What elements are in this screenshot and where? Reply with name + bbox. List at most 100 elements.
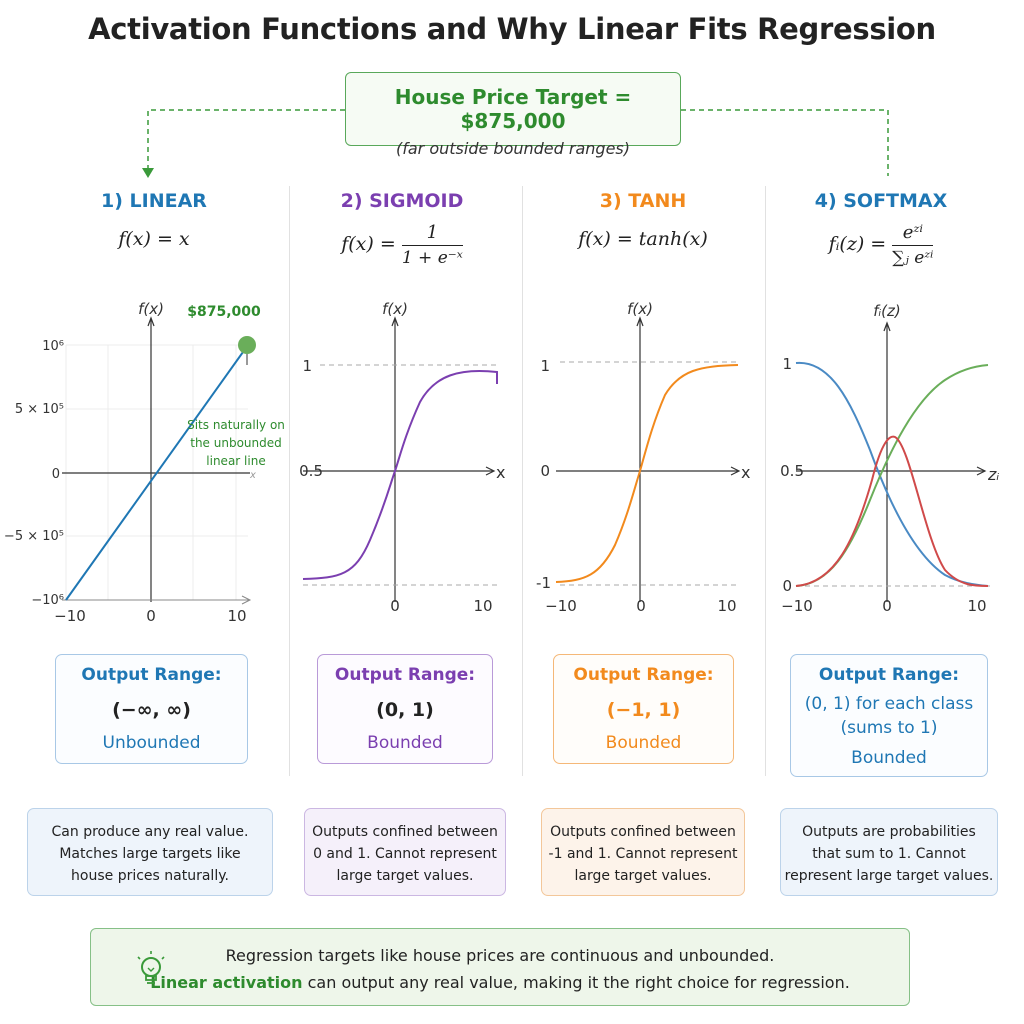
- linear-y-tick: 10⁶: [42, 339, 64, 354]
- description-line: large target values.: [336, 868, 474, 884]
- description-line: -1 and 1. Cannot represent: [548, 846, 738, 862]
- range-value: (sums to 1): [840, 718, 938, 738]
- linear-heading: 1) LINEAR: [101, 190, 207, 212]
- softmax-formula-fraction: eᶻⁱ ∑ⱼ eᶻⁱ: [892, 222, 934, 268]
- linear-annotation: Sits naturally on: [187, 418, 285, 432]
- house-price-target-box: House Price Target = $875,000 (far outsi…: [345, 72, 681, 158]
- description-line: Outputs confined between: [312, 824, 498, 840]
- softmax-y-tick: 0: [782, 577, 792, 595]
- range-label: Output Range:: [334, 665, 476, 685]
- sigmoid-x-label: x: [496, 463, 505, 482]
- linear-description-box: Can produce any real value. Matches larg…: [27, 808, 273, 896]
- summary-line-1: Regression targets like house prices are…: [225, 946, 775, 965]
- linear-range-box: Output Range: (−∞, ∞) Unbounded: [55, 654, 248, 764]
- sigmoid-formula: f(x) = 1 1 + e⁻ˣ: [277, 222, 527, 268]
- tanh-formula: f(x) = tanh(x): [578, 228, 708, 250]
- tanh-plot: f(x) x 1 0 -1 −10 0 10: [536, 300, 750, 615]
- sigmoid-y-tick: 1: [302, 357, 312, 375]
- summary-highlight: Linear activation: [150, 973, 303, 992]
- sigmoid-formula-fraction: 1 1 + e⁻ˣ: [401, 222, 463, 268]
- description-line: that sum to 1. Cannot: [812, 846, 966, 862]
- range-kind: Bounded: [605, 733, 682, 753]
- range-value: (−∞, ∞): [112, 699, 191, 721]
- range-kind: Bounded: [367, 733, 443, 753]
- sigmoid-formula-numerator: 1: [401, 222, 463, 246]
- range-value: (−1, 1): [606, 699, 681, 721]
- tanh-curve: [555, 364, 739, 583]
- description-line: Matches large targets like: [59, 846, 241, 862]
- target-subtitle: (far outside bounded ranges): [396, 139, 630, 158]
- softmax-curve-green: [795, 364, 989, 587]
- linear-formula: f(x) = x: [118, 228, 190, 250]
- description-line: Outputs confined between: [550, 824, 736, 840]
- softmax-x-tick: 0: [882, 597, 892, 615]
- target-connector-lines: [142, 109, 889, 178]
- softmax-curve-blue: [795, 361, 989, 587]
- target-point-label: $875,000: [187, 304, 261, 320]
- softmax-y-label: fᵢ(z): [873, 302, 901, 320]
- linear-y-tick: −5 × 10⁵: [4, 529, 64, 544]
- softmax-x-label: zᵢ: [987, 465, 999, 484]
- softmax-y-tick: 1: [782, 355, 792, 373]
- sigmoid-plot: f(x) x 1 0.5 0 10: [299, 300, 505, 615]
- softmax-y-tick: 0.5: [780, 462, 804, 480]
- sigmoid-y-tick: 0.5: [299, 462, 323, 480]
- sigmoid-heading: 2) SIGMOID: [340, 190, 464, 212]
- linear-y-tick: −10⁶: [31, 593, 64, 608]
- linear-plot: f(x) x $875,000 10⁶ 5 × 10⁵ 0 −5 × 10⁵ −…: [4, 300, 285, 625]
- tanh-y-label: f(x): [627, 300, 653, 318]
- tanh-y-tick: 0: [540, 462, 550, 480]
- linear-curve: [65, 344, 249, 601]
- tanh-y-tick: -1: [536, 574, 551, 592]
- range-kind: Bounded: [851, 748, 927, 768]
- linear-x-tick: −10: [54, 607, 86, 625]
- description-line: represent large target values.: [784, 868, 994, 884]
- description-line: house prices naturally.: [71, 868, 229, 884]
- range-label: Output Range:: [573, 665, 714, 685]
- range-label: Output Range:: [81, 665, 222, 685]
- softmax-description-box: Outputs are probabilities that sum to 1.…: [780, 808, 998, 896]
- softmax-range-box: Output Range: (0, 1) for each class (sum…: [790, 654, 988, 777]
- column-divider: [289, 186, 290, 776]
- range-value: (0, 1): [376, 699, 434, 721]
- linear-x-tick: 10: [227, 607, 246, 625]
- softmax-x-tick: −10: [781, 597, 813, 615]
- linear-y-label: f(x): [138, 300, 164, 318]
- target-label: House Price Target = $875,000: [394, 85, 632, 133]
- description-line: Can produce any real value.: [51, 824, 249, 840]
- sigmoid-formula-lhs: f(x) =: [341, 233, 396, 255]
- tanh-x-tick: −10: [545, 597, 577, 615]
- linear-annotation: the unbounded: [190, 436, 282, 450]
- softmax-formula-denominator: ∑ⱼ eᶻⁱ: [892, 248, 934, 268]
- softmax-heading: 4) SOFTMAX: [814, 190, 948, 212]
- tanh-y-tick: 1: [540, 357, 550, 375]
- linear-x-label: x: [249, 470, 256, 481]
- tanh-x-tick: 0: [636, 597, 646, 615]
- sigmoid-curve: [302, 369, 498, 580]
- summary-line-2: Linear activation can output any real va…: [91, 973, 909, 992]
- tanh-heading: 3) TANH: [599, 190, 687, 212]
- softmax-curve-red: [795, 435, 989, 587]
- sigmoid-formula-denominator: 1 + e⁻ˣ: [401, 248, 463, 268]
- lightbulb-icon: [137, 951, 165, 984]
- linear-y-tick: 5 × 10⁵: [15, 402, 64, 417]
- description-line: large target values.: [574, 868, 712, 884]
- softmax-plot: fᵢ(z) zᵢ 1 0.5 0 −10 0 10: [780, 302, 999, 615]
- sigmoid-range-box: Output Range: (0, 1) Bounded: [317, 654, 493, 764]
- range-value: (0, 1) for each class: [804, 694, 974, 714]
- sigmoid-y-label: f(x): [382, 300, 408, 318]
- sigmoid-description-box: Outputs confined between 0 and 1. Cannot…: [304, 808, 506, 896]
- activation-plots: f(x) x $875,000 10⁶ 5 × 10⁵ 0 −5 × 10⁵ −…: [4, 300, 999, 625]
- sigmoid-x-tick: 10: [473, 597, 492, 615]
- range-kind: Unbounded: [102, 733, 201, 753]
- softmax-formula: fᵢ(z) = eᶻⁱ ∑ⱼ eᶻⁱ: [756, 222, 1006, 268]
- column-divider: [765, 186, 766, 776]
- page-title: Activation Functions and Why Linear Fits…: [88, 12, 936, 46]
- softmax-formula-numerator: eᶻⁱ: [892, 222, 934, 246]
- range-label: Output Range:: [818, 665, 960, 685]
- softmax-x-tick: 10: [967, 597, 986, 615]
- linear-y-tick: 0: [52, 467, 60, 482]
- description-line: 0 and 1. Cannot represent: [313, 846, 497, 862]
- summary-box: Regression targets like house prices are…: [90, 928, 910, 1006]
- summary-line-2-rest: can output any real value, making it the…: [302, 973, 850, 992]
